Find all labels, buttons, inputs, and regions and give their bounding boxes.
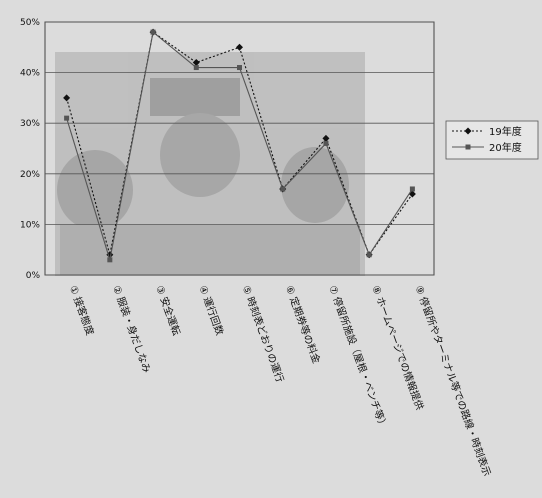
y-tick-label: 0% [26,271,41,281]
data-point [408,190,416,198]
y-axis: 0% 10% 20% 30% 40% 50% [20,18,40,281]
x-category-label: ⑥ 定期券等の料金 [283,284,323,366]
y-tick-label: 40% [20,69,40,79]
legend-label: 20年度 [489,141,522,154]
legend: 19年度 20年度 [445,120,539,160]
data-point [192,58,200,66]
data-point [64,115,70,121]
background-photo [55,52,365,276]
data-point [280,186,286,192]
x-category-label: ① 接客態度 [67,284,97,337]
legend-label: 19年度 [489,125,522,138]
data-point [63,94,71,102]
data-point [150,29,156,35]
x-category-label: ② 服装・身だしなみ [110,284,154,375]
data-point [107,257,113,263]
y-tick-label: 10% [20,220,40,230]
data-point [193,65,199,71]
data-point [237,65,242,71]
x-category-label: ④ 運行回数 [196,284,226,337]
series-lines [63,28,416,263]
legend-box [445,120,539,160]
x-axis: ① 接客態度 ② 服装・身だしなみ ③ 安全運転 ④ 運行回数 ⑤ 時刻表どおりの運行⑥… [67,284,494,478]
x-category-label: ⑤ 時刻表どおりの運行 [240,284,287,384]
legend-marker [465,144,471,150]
data-point [322,134,330,142]
data-point [366,252,372,258]
data-point [323,140,329,146]
y-tick-label: 30% [20,119,40,129]
y-tick-label: 20% [20,170,40,180]
data-point [409,186,415,192]
x-category-label: ③ 安全運転 [153,284,183,337]
data-point [236,43,243,51]
y-tick-label: 50% [20,18,40,28]
x-category-label: ⑨ 停留所やターミナル等での路線・時刻表示 [413,284,494,478]
gridlines [45,21,434,276]
legend-marker [464,127,472,135]
